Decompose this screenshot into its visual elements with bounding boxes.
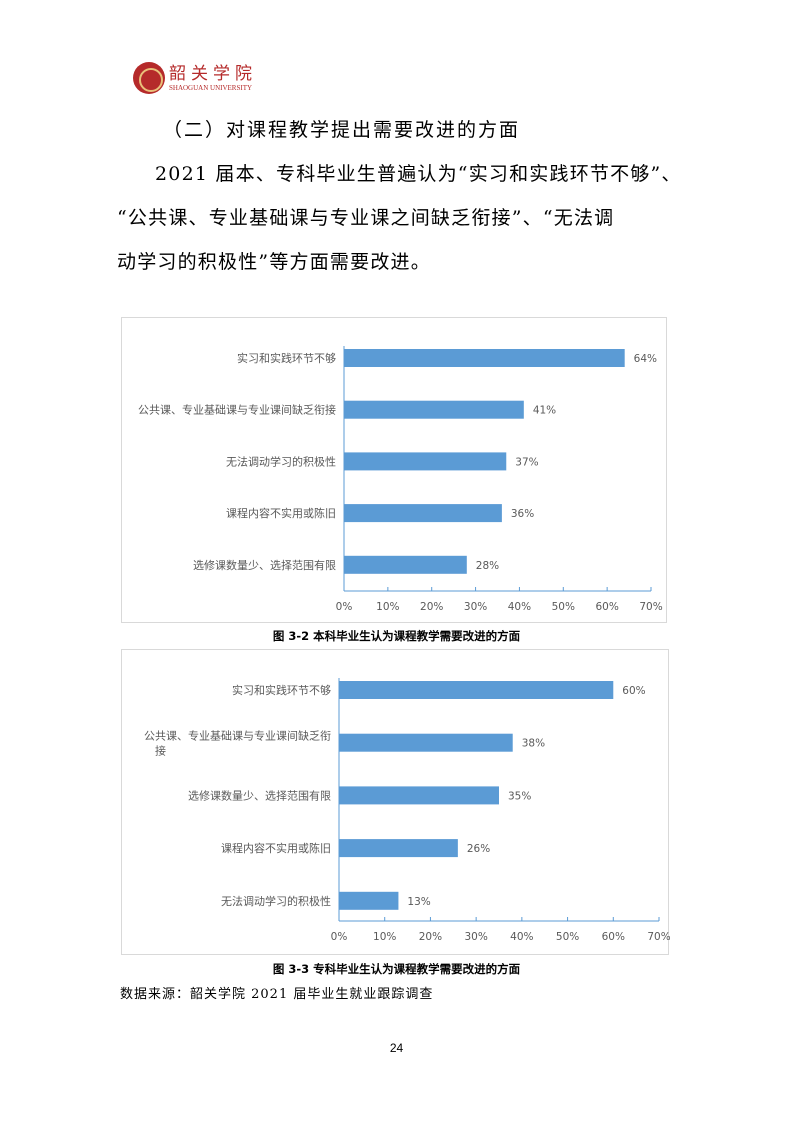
category-label: 公共课、专业基础课与专业课间缺乏衔接 [138, 403, 336, 417]
chart-undergrad: 0% 10% 20% 30% 40% 50% 60% 70% 64% 实习和实践环节不够 41% 公共… [121, 317, 667, 623]
paragraph-line: 2021 届本、专科毕业生普遍认为“实习和实践环节不够”、 [155, 163, 682, 185]
logo-name-en: SHAOGUAN UNIVERSITY [169, 83, 253, 92]
x-tick-label: 40% [508, 601, 531, 613]
bar [344, 452, 507, 471]
data-label: 38% [522, 738, 545, 750]
paragraph-line: 动学习的积极性”等方面需要改进。 [117, 251, 431, 273]
figure-caption: 图 3-3 专科毕业生认为课程教学需要改进的方面 [272, 962, 521, 976]
figure-caption: 图 3-2 本科毕业生认为课程教学需要改进的方面 [272, 629, 521, 643]
category-label: 无法调动学习的积极性 [221, 894, 331, 908]
bar [339, 839, 458, 858]
data-label: 28% [476, 560, 499, 572]
x-tick-label: 20% [419, 931, 442, 943]
x-tick-label: 0% [331, 931, 348, 943]
paragraph-line: “公共课、专业基础课与专业课之间缺乏衔接”、“无法调 [117, 207, 615, 229]
x-tick-label: 30% [464, 601, 487, 613]
x-tick-label: 10% [373, 931, 396, 943]
seal-icon [133, 62, 165, 94]
data-label: 64% [634, 353, 657, 365]
x-tick-label: 60% [602, 931, 625, 943]
x-tick-label: 50% [556, 931, 579, 943]
bar [344, 504, 502, 523]
bar [344, 349, 625, 367]
bar [339, 786, 499, 805]
x-tick-label: 20% [420, 601, 443, 613]
data-label: 60% [622, 685, 645, 697]
bar [339, 733, 513, 752]
x-tick-label: 70% [639, 601, 662, 613]
category-label: 公共课、专业基础课与专业课间缺乏衔接 [144, 729, 331, 758]
x-tick-label: 70% [647, 931, 670, 943]
bar [339, 891, 399, 910]
data-label: 35% [508, 790, 531, 802]
data-label: 36% [511, 508, 534, 520]
data-source: 数据来源：韶关学院 2021 届毕业生就业跟踪调查 [120, 987, 434, 1002]
category-label: 课程内容不实用或陈旧 [221, 841, 331, 855]
category-label: 无法调动学习的积极性 [226, 454, 336, 468]
section-title: （二）对课程教学提出需要改进的方面 [163, 119, 521, 141]
x-tick-label: 10% [376, 601, 399, 613]
data-label: 13% [407, 896, 430, 908]
x-tick-label: 50% [552, 601, 575, 613]
category-label: 选修课数量少、选择范围有限 [188, 788, 331, 802]
category-label: 课程内容不实用或陈旧 [226, 506, 336, 520]
page-number: 24 [389, 1041, 404, 1055]
bar [344, 555, 467, 574]
category-label: 选修课数量少、选择范围有限 [193, 558, 336, 572]
data-label: 26% [467, 843, 490, 855]
bar [339, 681, 614, 699]
category-label: 实习和实践环节不够 [237, 351, 336, 365]
data-label: 37% [515, 456, 538, 468]
bar [344, 400, 524, 419]
x-tick-label: 40% [510, 931, 533, 943]
university-logo: 韶关学院 SHAOGUAN UNIVERSITY [133, 62, 257, 94]
chart-college: 0% 10% 20% 30% 40% 50% 60% 70% 60% 实习和实践环节不够 38% 公共… [121, 649, 670, 955]
x-tick-label: 0% [336, 601, 353, 613]
logo-name-cn: 韶关学院 [169, 63, 257, 84]
body-paragraph: 2021 届本、专科毕业生普遍认为“实习和实践环节不够”、 “公共课、专业基础课… [117, 152, 687, 284]
data-label: 41% [533, 405, 556, 417]
x-tick-label: 30% [464, 931, 487, 943]
x-tick-label: 60% [595, 601, 618, 613]
category-label: 实习和实践环节不够 [232, 683, 331, 697]
